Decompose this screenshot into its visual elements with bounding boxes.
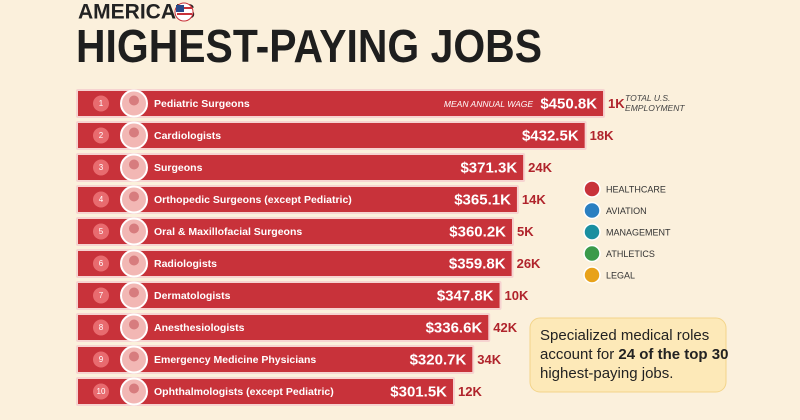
- rank-badge: [93, 191, 109, 208]
- value-label: $450.8K: [540, 95, 597, 112]
- count-label: 24K: [528, 160, 552, 175]
- rank-badge: [93, 159, 109, 176]
- legend-icon: [583, 223, 601, 241]
- value-label: $360.2K: [449, 223, 506, 240]
- category-label: Oral & Maxillofacial Surgeons: [154, 226, 302, 238]
- callout-text: account for: [540, 346, 618, 363]
- bar: [78, 219, 513, 244]
- flag-icon: [174, 2, 194, 22]
- job-photo-figure: [129, 319, 139, 330]
- callout-text: highest-paying jobs.: [540, 365, 673, 382]
- count-label: 10K: [505, 288, 529, 303]
- value-label: $336.6K: [426, 319, 483, 336]
- callout: Specialized medical roles account for 24…: [529, 317, 728, 393]
- value-label: $301.5K: [390, 383, 447, 400]
- job-photo-figure: [129, 287, 139, 298]
- rank-badge: [93, 319, 109, 336]
- bar: [78, 91, 604, 116]
- rank-badge: [93, 287, 109, 304]
- category-label: Orthopedic Surgeons (except Pediatric): [154, 194, 352, 206]
- job-photo-figure: [129, 127, 139, 138]
- category-label: Surgeons: [154, 162, 203, 174]
- rank-badge: [93, 383, 109, 400]
- value-caption: MEAN ANNUAL WAGE: [444, 99, 533, 109]
- rank: 6: [99, 259, 104, 268]
- count-label: 26K: [517, 256, 541, 271]
- legend-icon: [583, 244, 601, 263]
- legend-icon: [583, 266, 601, 284]
- value-label: $371.3K: [460, 159, 517, 176]
- rank-badge: [93, 95, 109, 112]
- count-label: 12K: [458, 384, 482, 399]
- job-photo-figure: [129, 159, 139, 170]
- legend-label: MANAGEMENT: [606, 227, 671, 237]
- job-photo-figure: [129, 223, 139, 234]
- rank: 8: [99, 323, 104, 332]
- value-label: $359.8K: [449, 255, 506, 272]
- chart-title: HIGHEST-PAYING JOBS: [76, 20, 542, 72]
- legend-icon: [583, 180, 601, 198]
- rank: 9: [99, 355, 104, 364]
- count-label: 1K: [608, 96, 625, 111]
- legend-label: AVIATION: [606, 206, 647, 216]
- category-label: Ophthalmologists (except Pediatric): [154, 386, 334, 398]
- job-photo-figure: [129, 351, 139, 362]
- rank-badge: [93, 255, 109, 272]
- value-label: $432.5K: [522, 127, 579, 144]
- category-label: Emergency Medicine Physicians: [154, 354, 316, 366]
- count-label: 42K: [493, 320, 517, 335]
- legend-label: HEALTHCARE: [606, 184, 666, 194]
- legend-icon: [583, 201, 601, 220]
- category-label: Pediatric Surgeons: [154, 98, 250, 110]
- category-label: Cardiologists: [154, 130, 221, 142]
- value-label: $347.8K: [437, 287, 494, 304]
- legend-label: ATHLETICS: [606, 249, 655, 259]
- rank-badge: [93, 351, 109, 368]
- rank: 2: [99, 131, 104, 140]
- job-photo-figure: [129, 255, 139, 266]
- value-label: $320.7K: [410, 351, 467, 368]
- bar: [78, 123, 585, 148]
- count-label: 34K: [477, 352, 501, 367]
- count-label: 18K: [590, 128, 614, 143]
- rank: 3: [99, 163, 104, 172]
- category-label: Anesthesiologists: [154, 322, 245, 334]
- rank: 4: [99, 195, 104, 204]
- bar: [78, 155, 524, 180]
- job-photo-figure: [129, 191, 139, 202]
- value-label: $365.1K: [454, 191, 511, 208]
- bar: [78, 283, 500, 308]
- count-caption: TOTAL U.S.: [625, 93, 670, 103]
- count-caption: EMPLOYMENT: [625, 103, 685, 113]
- rank: 5: [99, 227, 104, 236]
- category-label: Dermatologists: [154, 290, 231, 302]
- callout-text: Specialized medical roles: [540, 327, 709, 344]
- bar: [78, 187, 517, 212]
- count-label: 14K: [522, 192, 546, 207]
- rank-badge: [93, 223, 109, 240]
- job-photo-figure: [129, 383, 139, 394]
- rank: 10: [97, 387, 106, 396]
- kicker: AMERICA'S: [78, 1, 195, 24]
- rank: 1: [99, 99, 104, 108]
- legend-label: LEGAL: [606, 270, 635, 280]
- job-photo-figure: [129, 95, 139, 106]
- rank-badge: [93, 127, 109, 144]
- count-label: 5K: [517, 224, 534, 239]
- bar: [78, 251, 512, 276]
- callout-text: account for 24 of the top 30: [540, 346, 728, 363]
- callout-emphasis: 24 of the top 30: [618, 346, 728, 363]
- category-label: Radiologists: [154, 258, 217, 270]
- rank: 7: [99, 291, 104, 300]
